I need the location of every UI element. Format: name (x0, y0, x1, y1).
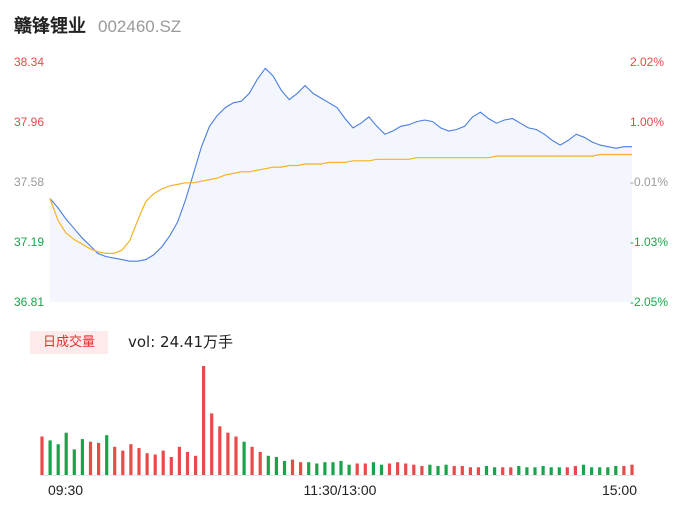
volume-bar (533, 467, 537, 475)
volume-bar (48, 440, 52, 475)
volume-bar (379, 464, 384, 475)
volume-bar (590, 467, 594, 475)
volume-bar (541, 466, 545, 475)
volume-bar (622, 466, 626, 475)
volume-bar (56, 444, 60, 475)
left-tick-label: 38.34 (14, 55, 44, 69)
volume-bar (323, 462, 327, 475)
volume-bar (218, 426, 222, 475)
volume-bar (185, 451, 190, 475)
volume-bar (565, 467, 569, 475)
volume-bar (484, 466, 489, 475)
volume-bar (177, 446, 181, 475)
volume-bar (517, 466, 521, 475)
volume-bar (153, 454, 157, 475)
volume-bar (347, 464, 351, 475)
volume-bar (105, 435, 109, 475)
volume-bar (598, 467, 602, 475)
volume-bar (444, 464, 448, 475)
volume-bar (40, 436, 44, 475)
daily-volume-badge[interactable]: 日成交量 (30, 331, 108, 354)
volume-bar (97, 442, 101, 475)
volume-bar (614, 466, 618, 475)
volume-bar (169, 457, 173, 475)
right-tick-label: -1.03% (630, 235, 668, 249)
volume-bar (436, 466, 440, 475)
price-area (50, 68, 632, 302)
volume-bar (315, 463, 319, 475)
volume-bar (80, 439, 84, 475)
volume-bar (452, 466, 456, 475)
right-tick-label: 1.00% (630, 115, 664, 129)
volume-bar (137, 448, 141, 475)
volume-bar (509, 467, 513, 475)
volume-bar (468, 467, 472, 475)
volume-bar (226, 432, 230, 475)
volume-bar (573, 466, 577, 475)
x-tick-label: 09:30 (48, 482, 83, 498)
volume-bar (250, 446, 254, 475)
volume-bar (161, 450, 165, 475)
volume-bar (242, 441, 246, 475)
volume-bar (194, 455, 198, 475)
right-tick-label: -2.05% (630, 295, 668, 309)
volume-bar (606, 467, 610, 475)
volume-bar (274, 457, 278, 475)
x-tick-label: 11:30/13:00 (304, 482, 377, 498)
volume-bar (387, 463, 392, 475)
volume-bar (549, 467, 553, 475)
volume-bar (493, 467, 497, 475)
volume-bar (501, 467, 505, 475)
volume-bar (266, 455, 270, 475)
volume-bar (129, 444, 133, 475)
left-tick-label: 37.58 (14, 175, 44, 189)
volume-bar (630, 464, 634, 475)
volume-bar (355, 463, 359, 475)
volume-bar (557, 467, 561, 475)
volume-bar (282, 460, 287, 475)
volume-bar (428, 464, 432, 475)
volume-bar (64, 432, 68, 475)
left-tick-label: 36.81 (14, 295, 44, 309)
volume-bar (210, 413, 214, 475)
x-tick-label: 15:00 (602, 482, 637, 498)
volume-bar (145, 453, 149, 475)
right-tick-label: 2.02% (630, 55, 664, 69)
volume-bar (331, 462, 335, 475)
price-line (49, 67, 632, 262)
volume-bar (258, 451, 262, 475)
stock-name: 赣锋锂业 (14, 16, 86, 37)
volume-bar (299, 462, 303, 475)
volume-bar (396, 462, 400, 475)
left-tick-label: 37.19 (14, 235, 44, 249)
volume-bar (234, 436, 238, 475)
volume-readout: vol: 24.41万手 (128, 333, 233, 351)
volume-bar (420, 466, 424, 475)
volume-bar (339, 460, 343, 475)
right-tick-label: -0.01% (630, 175, 668, 189)
volume-bar (113, 446, 117, 475)
volume-bar (88, 441, 93, 475)
volume-bar (307, 462, 311, 475)
volume-bar (476, 467, 480, 475)
volume-bar (460, 466, 464, 475)
average-line (49, 153, 632, 254)
volume-bar (121, 450, 125, 475)
stock-header: 赣锋锂业 002460.SZ (14, 12, 181, 40)
volume-bar (371, 462, 375, 475)
volume-bar (290, 459, 295, 475)
stock-code: 002460.SZ (98, 17, 182, 36)
volume-bar (202, 366, 206, 475)
volume-bar (363, 463, 367, 475)
left-tick-label: 37.96 (14, 115, 44, 129)
volume-bar (412, 464, 416, 475)
volume-bar (525, 467, 529, 475)
volume-bar (404, 463, 408, 475)
volume-bar (72, 449, 76, 475)
volume-bar (581, 464, 586, 475)
